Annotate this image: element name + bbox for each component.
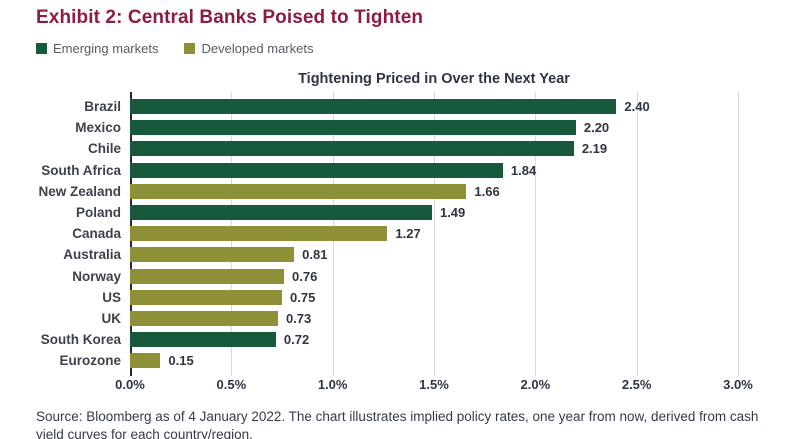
bar-value: 1.27 <box>395 226 421 242</box>
bar-poland <box>130 205 432 221</box>
bar-chart: Brazil 2.40 Mexico 2.20 Chile 2.19 South Afric… <box>28 92 800 376</box>
bar-us <box>130 289 282 305</box>
bar-value: 0.76 <box>292 268 318 284</box>
bar-row: Australia 0.81 <box>28 244 800 265</box>
gridline <box>434 92 435 376</box>
legend-label: Emerging markets <box>53 41 159 56</box>
x-tick-label: 1.0% <box>317 377 348 393</box>
bar-eurozone <box>130 353 161 369</box>
exhibit-title: Exhibit 2: Central Banks Poised to Tight… <box>36 7 424 28</box>
bar-label: Brazil <box>84 99 121 115</box>
x-tick-label: 0.0% <box>115 377 145 393</box>
bar-value: 2.19 <box>581 141 608 157</box>
bar-label: Canada <box>72 226 121 242</box>
chart-legend: Emerging markets Developed markets <box>36 41 800 56</box>
gridline <box>535 92 537 376</box>
bar-track: 2.40 <box>130 99 738 115</box>
bar-track: 1.84 <box>130 162 738 178</box>
bar-track: 1.49 <box>130 205 738 221</box>
bar-row: Chile 2.19 <box>28 138 800 159</box>
bar-track: 2.19 <box>130 141 738 157</box>
bar-row: South Africa 1.84 <box>28 160 800 181</box>
bar-row: Poland 1.49 <box>28 202 800 223</box>
bar-label: Australia <box>63 247 121 263</box>
bar-track: 0.81 <box>130 247 738 263</box>
bar-australia <box>130 247 295 263</box>
bar-value: 0.72 <box>283 332 310 348</box>
bar-mexico <box>130 120 576 136</box>
bar-row: Brazil 2.40 <box>28 96 800 117</box>
bar-uk <box>130 310 278 326</box>
bar-norway <box>130 268 285 284</box>
x-tick-label: 2.5% <box>621 377 652 393</box>
bar-value: 2.40 <box>624 99 650 115</box>
chart-rows: Brazil 2.40 Mexico 2.20 Chile 2.19 South Afric… <box>28 96 800 371</box>
bar-track: 0.73 <box>130 310 738 326</box>
bar-value: 0.15 <box>168 353 194 369</box>
bar-south-korea <box>130 332 276 348</box>
bar-brazil <box>130 99 617 115</box>
bar-value: 0.81 <box>302 247 328 263</box>
bar-value: 2.20 <box>583 120 610 136</box>
legend-swatch-developed <box>184 43 196 54</box>
bar-row: Mexico 2.20 <box>28 117 800 138</box>
bar-label: South Korea <box>40 332 121 348</box>
bar-track: 1.66 <box>130 183 738 199</box>
legend-swatch-emerging <box>36 43 47 54</box>
bar-row: New Zealand 1.66 <box>28 181 800 202</box>
bar-chile <box>130 141 574 157</box>
bar-row: Eurozone 0.15 <box>28 350 800 371</box>
bar-value: 0.73 <box>285 310 312 326</box>
bar-new-zealand <box>130 183 467 199</box>
bar-track: 0.76 <box>130 268 738 284</box>
x-axis-ticks: 0.0% 0.5% 1.0% 1.5% 2.0% 2.5% 3.0% <box>115 377 753 399</box>
bar-label: New Zealand <box>38 183 121 199</box>
x-tick-label: 2.0% <box>520 377 551 393</box>
bar-label: Poland <box>75 205 121 221</box>
bar-value: 1.84 <box>510 162 537 178</box>
bar-value: 1.49 <box>439 205 466 221</box>
legend-label: Developed markets <box>201 41 314 56</box>
bar-track: 1.27 <box>130 226 738 242</box>
bar-track: 2.20 <box>130 120 738 136</box>
bar-track: 0.72 <box>130 332 738 348</box>
x-tick-label: 0.5% <box>216 377 247 393</box>
bar-canada <box>130 226 388 242</box>
bar-label: Eurozone <box>59 353 121 369</box>
bar-label: UK <box>101 310 122 326</box>
x-tick-label: 1.5% <box>419 377 449 393</box>
bar-label: Norway <box>72 268 121 284</box>
bar-south-africa <box>130 162 503 178</box>
legend-item-emerging: Emerging markets <box>36 41 158 56</box>
bar-label: Chile <box>87 141 121 157</box>
bar-track: 0.15 <box>130 353 738 369</box>
bar-row: South Korea 0.72 <box>28 329 800 350</box>
bar-label: Mexico <box>75 120 121 136</box>
bar-label: South Africa <box>41 162 121 178</box>
chart-title: Tightening Priced in Over the Next Year <box>298 71 570 87</box>
bar-value: 1.66 <box>474 183 500 199</box>
x-tick-label: 3.0% <box>723 377 753 393</box>
legend-item-developed: Developed markets <box>184 41 313 56</box>
bar-label: US <box>102 289 121 305</box>
bar-track: 0.75 <box>130 289 738 305</box>
gridline <box>636 92 638 376</box>
bar-value: 0.75 <box>290 289 316 305</box>
gridline <box>738 92 739 376</box>
bar-row: UK 0.73 <box>28 308 800 329</box>
bar-row: Norway 0.76 <box>28 266 800 287</box>
bar-row: Canada 1.27 <box>28 223 800 244</box>
source-note: Source: Bloomberg as of 4 January 2022. … <box>36 409 759 439</box>
bar-row: US 0.75 <box>28 287 800 308</box>
